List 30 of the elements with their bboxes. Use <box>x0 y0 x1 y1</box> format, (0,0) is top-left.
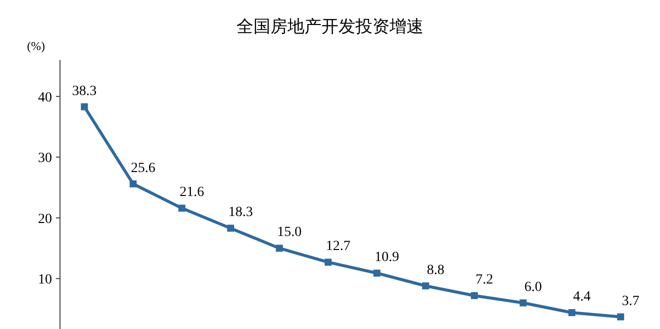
data-label: 15.0 <box>277 225 302 240</box>
data-label: 10.9 <box>374 250 400 266</box>
point <box>178 204 186 212</box>
data-label: 3.7 <box>622 294 640 309</box>
data-label: 38.3 <box>72 84 97 99</box>
data-label: 7.2 <box>476 272 494 288</box>
data-label: 8.8 <box>426 262 444 278</box>
data-label: 6.0 <box>524 280 542 295</box>
chart-title: 全国房地产开发投资增速 <box>236 17 424 36</box>
point <box>130 180 137 188</box>
point <box>276 244 283 252</box>
y-tick-label: 20 <box>38 212 52 227</box>
y-tick-label: 40 <box>38 90 52 106</box>
point <box>80 103 88 110</box>
point <box>373 270 380 277</box>
point <box>568 309 576 316</box>
data-label: 18.3 <box>228 205 253 220</box>
data-label: 4.4 <box>573 290 591 305</box>
y-axis-title: (%) <box>27 39 45 53</box>
point <box>422 282 430 290</box>
point <box>617 313 624 320</box>
data-label: 25.6 <box>130 160 156 176</box>
y-tick-label: 30 <box>38 151 52 166</box>
data-label: 12.7 <box>326 239 350 254</box>
point <box>324 258 332 266</box>
point <box>520 299 527 306</box>
point <box>227 224 234 232</box>
data-label: 21.6 <box>180 185 204 200</box>
point <box>470 292 478 300</box>
y-tick-label: 10 <box>38 272 52 288</box>
